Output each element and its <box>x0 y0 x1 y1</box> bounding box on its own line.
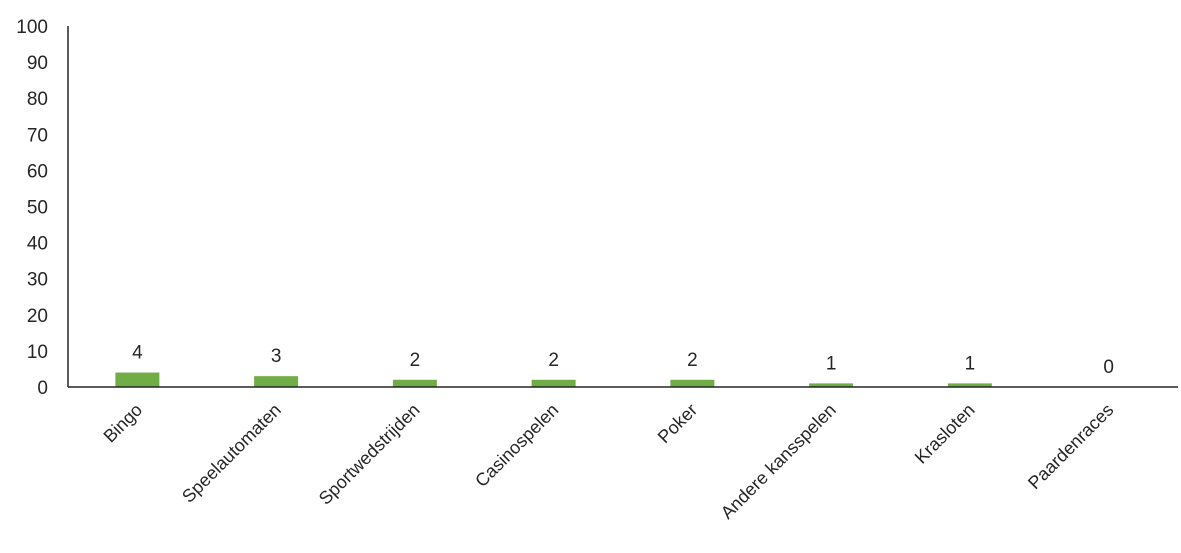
y-tick-label: 70 <box>27 125 48 146</box>
data-label: 2 <box>548 350 559 371</box>
bar <box>809 383 854 387</box>
bar <box>115 372 160 387</box>
data-label: 3 <box>271 346 282 367</box>
y-tick-label: 30 <box>27 270 48 291</box>
bar <box>392 379 437 387</box>
y-tick-label: 90 <box>27 53 48 74</box>
x-category-label: Bingo <box>100 400 147 447</box>
x-axis-labels: Bingo Speelautomaten Sportwedstrijden Casin… <box>100 400 1118 523</box>
bars <box>115 372 992 387</box>
data-label: 2 <box>410 350 421 371</box>
x-category-label: Sportwedstrijden <box>315 400 424 509</box>
data-label: 0 <box>1103 357 1114 378</box>
data-label: 1 <box>826 353 837 374</box>
y-tick-label: 10 <box>27 342 48 363</box>
y-tick-label: 40 <box>27 234 48 255</box>
y-tick-label: 80 <box>27 89 48 110</box>
y-tick-label: 60 <box>27 161 48 182</box>
y-tick-label: 50 <box>27 198 48 219</box>
y-tick-label: 0 <box>37 378 48 399</box>
x-category-label: Speelautomaten <box>178 400 285 507</box>
x-category-label: Paardenraces <box>1024 400 1117 493</box>
y-axis-ticks: 0 10 20 30 40 50 60 70 80 90 100 <box>16 17 48 399</box>
y-tick-label: 100 <box>16 17 48 38</box>
bar <box>947 383 992 387</box>
x-category-label: Poker <box>654 400 701 447</box>
bar <box>531 379 576 387</box>
data-labels: 4 3 2 2 2 1 1 0 <box>132 343 1114 378</box>
data-label: 4 <box>132 343 143 364</box>
x-category-label: Krasloten <box>911 400 979 468</box>
bar <box>670 379 715 387</box>
bar <box>254 376 299 387</box>
data-label: 2 <box>687 350 698 371</box>
data-label: 1 <box>965 353 976 374</box>
y-tick-label: 20 <box>27 306 48 327</box>
x-category-label: Andere kansspelen <box>717 400 840 523</box>
x-category-label: Casinospelen <box>471 400 562 491</box>
